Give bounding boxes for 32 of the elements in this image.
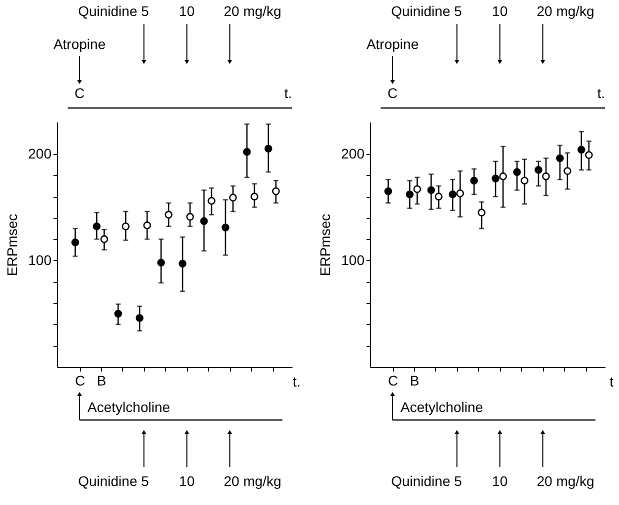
text: 10	[179, 3, 195, 19]
text: Quinidine 5	[78, 3, 150, 19]
x-axis-title: t.	[292, 374, 300, 390]
text: 10	[179, 473, 195, 489]
text: Atropine	[53, 36, 106, 52]
y-axis-title: ERPmsec	[317, 214, 334, 276]
x-axis-title: t	[610, 374, 614, 390]
text: 20 mg/kg	[536, 3, 594, 19]
text: C	[74, 85, 85, 101]
text: Quinidine 5	[78, 473, 150, 489]
x-tick-label: B	[96, 372, 106, 388]
y-tick-label: 100	[341, 252, 365, 268]
text: Atropine	[366, 36, 419, 52]
text: 20 mg/kg	[224, 3, 282, 19]
text: C	[387, 85, 398, 101]
text: 20 mg/kg	[224, 473, 282, 489]
x-tick-label: C	[74, 372, 86, 388]
y-tick-label: 200	[341, 145, 365, 162]
text: Quinidine 5	[391, 473, 462, 489]
text: 10	[492, 3, 508, 19]
text: Quinidine 5	[391, 3, 462, 19]
x-tick-label: B	[410, 372, 420, 388]
text: 10	[492, 473, 508, 489]
y-tick-label: 200	[28, 145, 52, 162]
x-tick-label: C	[388, 372, 398, 388]
text: 20 mg/kg	[536, 473, 594, 489]
text: t.	[597, 85, 605, 101]
text: Acetylcholine	[88, 399, 170, 415]
y-axis-title: ERPmsec	[4, 214, 20, 276]
text: Acetylcholine	[400, 399, 484, 415]
y-tick-label: 100	[28, 252, 52, 268]
text: t.	[284, 85, 292, 101]
